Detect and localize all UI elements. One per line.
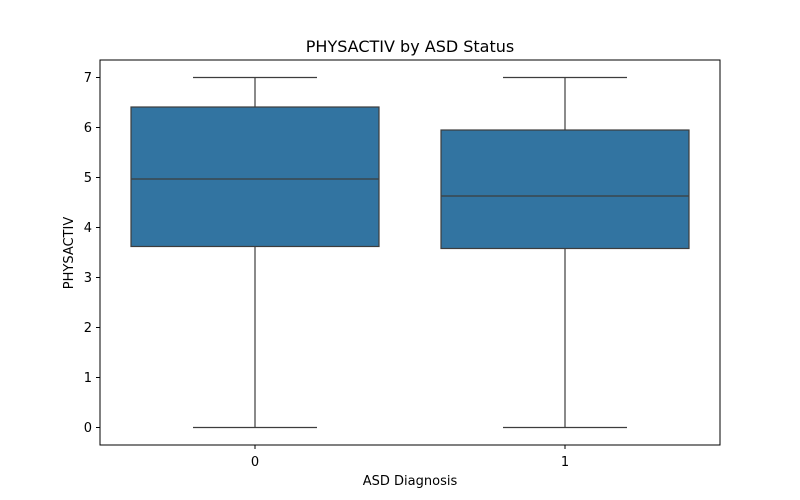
chart-title: PHYSACTIV by ASD Status bbox=[306, 37, 514, 56]
y-tick-label: 1 bbox=[84, 371, 92, 386]
plot-area bbox=[99, 59, 721, 446]
x-tick-label: 1 bbox=[561, 455, 569, 470]
y-tick-label: 7 bbox=[84, 71, 92, 86]
box-0 bbox=[130, 76, 380, 429]
y-tick-label: 5 bbox=[84, 171, 92, 186]
y-tick-label: 6 bbox=[84, 121, 92, 136]
y-axis: 0 1 2 3 4 5 6 7 bbox=[84, 71, 100, 436]
box-1 bbox=[440, 76, 690, 429]
iqr-box bbox=[440, 129, 690, 250]
iqr-box bbox=[130, 106, 380, 248]
y-tick-label: 2 bbox=[84, 321, 92, 336]
box-series bbox=[130, 76, 690, 429]
y-tick-label: 0 bbox=[84, 421, 92, 436]
y-tick-label: 4 bbox=[84, 221, 92, 236]
x-axis-label: ASD Diagnosis bbox=[363, 474, 458, 489]
y-axis-label: PHYSACTIV bbox=[62, 217, 77, 290]
x-tick-label: 0 bbox=[251, 455, 259, 470]
y-tick-label: 3 bbox=[84, 271, 92, 286]
